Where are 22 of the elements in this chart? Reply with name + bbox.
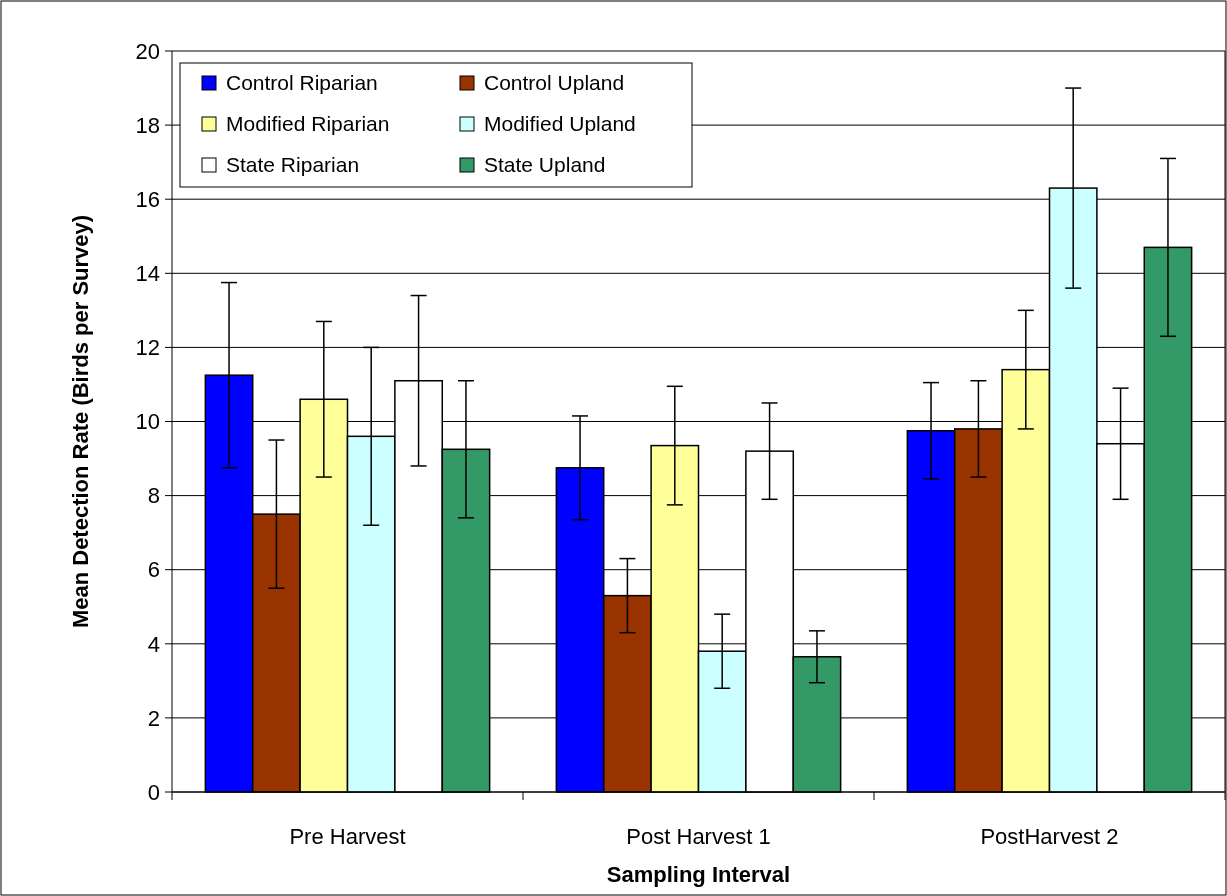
y-tick-label: 10	[135, 409, 160, 435]
legend-label: Modified Upland	[484, 112, 636, 136]
y-tick-label: 16	[135, 186, 160, 212]
x-tick-label: Post Harvest 1	[626, 824, 771, 849]
y-tick-label: 0	[147, 779, 160, 805]
legend-label: State Upland	[484, 153, 606, 177]
x-axis-title: Sampling Interval	[606, 862, 791, 887]
x-tick-label: Pre Harvest	[289, 824, 406, 849]
y-tick-label: 2	[147, 705, 160, 731]
y-axis-title: Mean Detection Rate (Birds per Survey)	[68, 214, 93, 629]
y-tick-label: 18	[135, 112, 160, 138]
x-tick-label: PostHarvest 2	[980, 824, 1119, 849]
legend-label: Control Upland	[484, 71, 625, 95]
y-tick-label: 8	[147, 483, 160, 509]
y-tick-label: 6	[147, 557, 160, 583]
y-tick-label: 14	[135, 261, 160, 286]
legend-label: State Riparian	[226, 153, 360, 177]
legend-label: Modified Riparian	[226, 112, 390, 136]
y-tick-label: 20	[135, 38, 160, 64]
y-tick-label: 12	[135, 335, 160, 361]
y-tick-label: 4	[147, 631, 160, 657]
legend-label: Control Riparian	[226, 71, 378, 95]
